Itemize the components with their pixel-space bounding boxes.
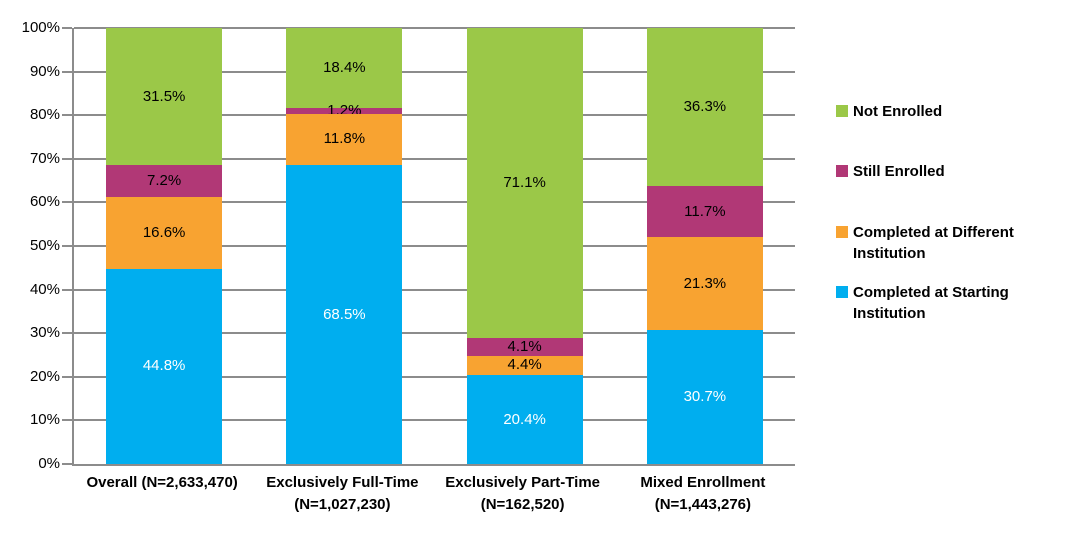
legend-swatch-icon xyxy=(836,226,848,238)
x-axis-label-line: Overall (N=2,633,470) xyxy=(86,474,238,491)
y-tick-label: 0% xyxy=(38,455,60,472)
bar-1: 31.5% 7.2% 16.6% 44.8% xyxy=(106,28,223,464)
legend-swatch-icon xyxy=(836,165,848,177)
segment: 44.8% xyxy=(106,268,223,464)
legend-item: Still Enrolled xyxy=(836,161,945,182)
legend-label: Completed at Starting Institution xyxy=(853,282,1009,324)
segment-value-label: 11.8% xyxy=(323,130,366,148)
segment: 7.2% xyxy=(106,165,223,197)
x-axis-label-line: (N=1,027,230) xyxy=(294,496,391,513)
segment: 30.7% xyxy=(646,330,763,465)
segment: 71.1% xyxy=(466,28,583,338)
segment-value-label: 4.4% xyxy=(507,356,542,374)
legend-item: Completed at Starting Institution xyxy=(836,282,1009,324)
segment: 68.5% xyxy=(286,165,403,464)
legend-label: Still Enrolled xyxy=(853,161,945,182)
y-tick-label: 80% xyxy=(29,106,60,124)
gridline-10% xyxy=(74,419,795,422)
segment-value-label: 36.3% xyxy=(683,98,727,116)
gridline-90% xyxy=(74,70,795,73)
x-axis-label-line: (N=162,520) xyxy=(480,496,565,513)
y-tick-label: 100% xyxy=(21,19,60,36)
segment: 16.6% xyxy=(106,196,223,269)
legend-swatch-icon xyxy=(836,105,848,117)
y-tick-label: 90% xyxy=(29,62,60,80)
segment: 31.5% xyxy=(106,28,223,166)
gridline-30% xyxy=(74,332,795,335)
x-axis-category-label: Exclusively Full-Time (N=1,027,230) xyxy=(247,472,437,516)
legend-label-line: Institution xyxy=(853,305,926,322)
gridline-50% xyxy=(74,245,795,247)
y-tick-80% xyxy=(62,114,72,117)
legend-label: Completed at Different Institution xyxy=(853,222,1014,264)
legend-label-line: Completed at Starting xyxy=(853,284,1009,301)
y-tick-label: 30% xyxy=(29,324,60,342)
legend-item: Not Enrolled xyxy=(836,101,942,122)
gridline-20% xyxy=(74,375,795,378)
x-axis-label-line: Exclusively Full-Time xyxy=(266,474,419,491)
segment: 4.1% xyxy=(466,337,583,356)
x-axis-label-line: Mixed Enrollment xyxy=(640,474,766,491)
bar-3: 71.1% 4.1% 4.4% 20.4% xyxy=(466,28,583,464)
x-axis-category-label: Mixed Enrollment (N=1,443,276) xyxy=(608,472,798,516)
y-tick-40% xyxy=(62,288,72,291)
bar-2: 18.4% 1.2% 11.8% 68.5% xyxy=(286,28,403,464)
y-tick-0% xyxy=(62,463,72,465)
segment-value-label: 21.3% xyxy=(683,274,727,292)
x-axis-category-label: Overall (N=2,633,470) xyxy=(67,472,257,494)
y-tick-10% xyxy=(62,419,72,422)
segment: 4.4% xyxy=(466,355,583,376)
y-tick-90% xyxy=(62,70,72,73)
x-axis-label-line: Exclusively Part-Time xyxy=(445,474,601,491)
segment: 18.4% xyxy=(286,28,403,109)
y-tick-label: 10% xyxy=(29,411,60,429)
segment-value-label: 31.5% xyxy=(142,87,186,105)
x-axis-category-label: Exclusively Part-Time (N=162,520) xyxy=(428,472,618,516)
y-tick-label: 60% xyxy=(29,193,60,211)
y-tick-label: 50% xyxy=(29,237,60,254)
y-tick-30% xyxy=(62,332,72,335)
legend-label-line: Still Enrolled xyxy=(853,163,945,180)
segment: 20.4% xyxy=(466,375,583,464)
plot-area: 31.5% 7.2% 16.6% 44.8% 18.4% 1.2% 11.8% 68.5% 71… xyxy=(72,27,795,466)
legend-swatch-icon xyxy=(836,286,848,298)
legend-label-line: Institution xyxy=(853,245,926,262)
gridline-70% xyxy=(74,157,795,160)
segment-value-label: 7.2% xyxy=(147,171,182,189)
y-tick-20% xyxy=(62,375,72,378)
y-tick-label: 20% xyxy=(29,367,60,385)
y-tick-label: 70% xyxy=(29,149,60,167)
segment: 21.3% xyxy=(646,237,763,331)
segment: 11.8% xyxy=(286,113,403,166)
legend-label-line: Not Enrolled xyxy=(853,103,943,120)
segment-value-label: 18.4% xyxy=(323,59,366,77)
y-tick-70% xyxy=(62,157,72,160)
gridline-60% xyxy=(74,201,795,204)
segment-value-label: 4.1% xyxy=(507,337,542,355)
y-tick-label: 40% xyxy=(29,280,60,298)
legend-item: Completed at Different Institution xyxy=(836,222,1014,264)
y-tick-50% xyxy=(62,245,72,247)
bar-4: 36.3% 11.7% 21.3% 30.7% xyxy=(646,28,763,465)
gridline-100% xyxy=(74,27,795,29)
segment: 36.3% xyxy=(646,28,763,187)
segment-value-label: 71.1% xyxy=(503,174,546,191)
segment-value-label: 30.7% xyxy=(683,388,727,406)
gridline-40% xyxy=(74,288,795,291)
x-axis-label-line: (N=1,443,276) xyxy=(654,496,752,513)
legend-label-line: Completed at Different xyxy=(853,224,1014,241)
segment-value-label: 44.8% xyxy=(142,357,186,375)
y-tick-100% xyxy=(62,27,72,29)
segment-value-label: 68.5% xyxy=(323,305,366,323)
gridline-80% xyxy=(74,114,795,117)
segment-value-label: 16.6% xyxy=(142,223,186,241)
segment-value-label: 20.4% xyxy=(503,410,546,428)
y-tick-60% xyxy=(62,201,72,204)
segment-value-label: 11.7% xyxy=(684,202,726,220)
segment: 11.7% xyxy=(646,186,763,238)
legend-label: Not Enrolled xyxy=(853,101,942,122)
